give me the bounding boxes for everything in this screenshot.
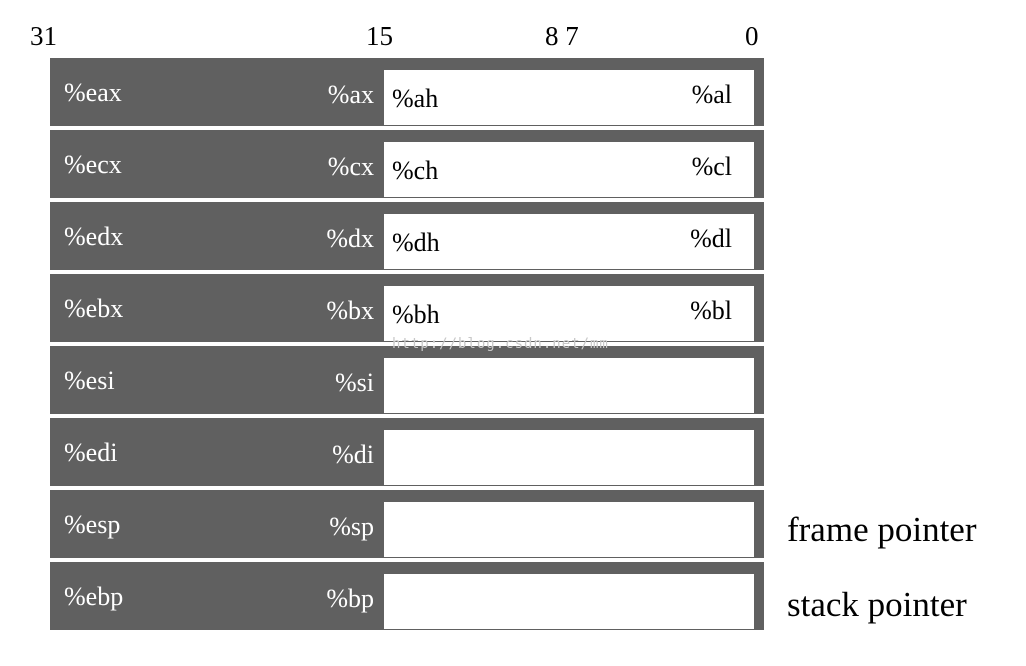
- register-32bit-name: %ebp: [64, 582, 124, 611]
- register-16bit-name: %si: [335, 368, 374, 397]
- register-low-bytes: %ah %al: [384, 70, 754, 125]
- register-low-bytes: %dh %dl: [384, 214, 754, 269]
- bit-position-0: 0: [745, 21, 759, 51]
- register-16bit-name: %bp: [326, 584, 374, 613]
- bit-position-31: 31: [30, 21, 57, 51]
- register-low-bytes: [384, 430, 754, 485]
- register-row-edx: %edx %dx %dh %dl: [50, 202, 764, 270]
- watermark: http://blog.csdn.net/mm: [392, 336, 609, 352]
- register-row-ecx: %ecx %cx %ch %cl: [50, 130, 764, 198]
- register-16bit-name: %dx: [326, 224, 374, 253]
- register-low-bytes: %bh %bl: [384, 286, 754, 341]
- register-32bit-name: %edi: [64, 438, 118, 467]
- register-32bit-name: %esi: [64, 366, 115, 395]
- register-32bit-name: %ecx: [64, 150, 122, 179]
- bit-position-8-7: 8 7: [545, 21, 579, 51]
- register-low-bytes: %ch %cl: [384, 142, 754, 197]
- register-high-byte-name: %bh: [392, 300, 440, 329]
- register-high-byte-name: %ah: [392, 84, 439, 113]
- register-row-esi: %esi %si: [50, 346, 764, 414]
- register-16bit-name: %cx: [327, 152, 374, 181]
- register-low-byte-name: %dl: [690, 224, 732, 253]
- register-row-ebp: %ebp %bp: [50, 562, 764, 630]
- register-high-byte-name: %dh: [392, 228, 440, 257]
- register-low-byte-name: %cl: [691, 152, 732, 181]
- register-32bit-name: %ebx: [64, 294, 124, 323]
- register-16bit-name: %ax: [327, 80, 374, 109]
- register-row-edi: %edi %di: [50, 418, 764, 486]
- register-16bit-name: %di: [332, 440, 374, 469]
- register-high-byte-name: %ch: [392, 156, 439, 185]
- bit-position-15: 15: [366, 21, 393, 51]
- register-row-esp: %esp %sp: [50, 490, 764, 558]
- register-low-byte-name: %bl: [690, 296, 732, 325]
- register-low-bytes: [384, 502, 754, 557]
- register-32bit-name: %edx: [64, 222, 124, 251]
- register-32bit-name: %eax: [64, 78, 122, 107]
- register-low-bytes: [384, 358, 754, 413]
- register-table: %eax %ax %ah %al %ecx %cx %ch %cl %edx %…: [50, 58, 764, 634]
- register-low-byte-name: %al: [691, 80, 732, 109]
- register-16bit-name: %bx: [326, 296, 374, 325]
- register-32bit-name: %esp: [64, 510, 121, 539]
- side-label-stack-pointer: stack pointer: [787, 585, 967, 624]
- register-low-bytes: [384, 574, 754, 629]
- side-label-frame-pointer: frame pointer: [787, 510, 977, 549]
- register-16bit-name: %sp: [329, 512, 374, 541]
- register-row-ebx: %ebx %bx %bh %bl: [50, 274, 764, 342]
- register-row-eax: %eax %ax %ah %al: [50, 58, 764, 126]
